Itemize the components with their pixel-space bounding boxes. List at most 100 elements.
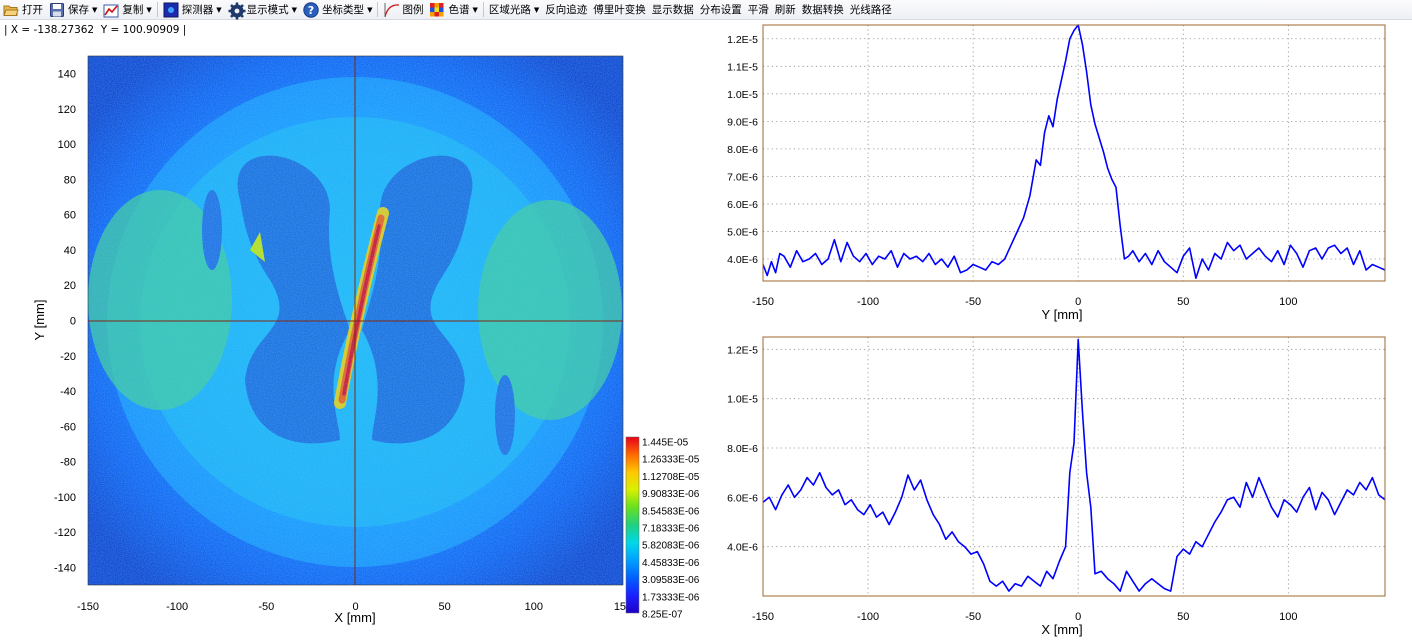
map-x-tick-label: -150	[77, 601, 99, 613]
svg-text:?: ?	[308, 4, 314, 17]
convert-data-button[interactable]: 数据转换	[799, 0, 847, 19]
map-x-tick-label: -50	[258, 601, 274, 613]
toolbar-divider	[377, 2, 379, 17]
y-tick-label: 5.0E-6	[727, 226, 758, 238]
display-mode-label: 显示模式	[246, 4, 289, 16]
colorbar-label: 8.25E-07	[642, 610, 683, 621]
fourier-label: 傅里叶变换	[593, 4, 646, 16]
x-tick-label: 0	[1075, 296, 1081, 308]
x-tick-label: -150	[752, 611, 774, 623]
map-x-tick-label: 50	[439, 601, 451, 613]
copy-label: 复制	[122, 4, 144, 16]
colormap-button[interactable]: 色谱 ▼	[426, 0, 480, 19]
smooth-label: 平滑	[747, 4, 769, 16]
legend-curve-icon	[383, 2, 400, 18]
map-y-tick-label: -20	[60, 351, 76, 363]
map-y-tick-label: -80	[60, 457, 76, 469]
show-data-label: 显示数据	[651, 4, 694, 16]
colormap-icon	[429, 2, 445, 18]
map-y-tick-label: 20	[64, 280, 76, 292]
detector-button[interactable]: 探测器 ▼	[160, 0, 225, 19]
map-y-tick-label: -40	[60, 386, 76, 398]
legend-label: 图例	[402, 4, 424, 16]
y-tick-label: 1.2E-5	[727, 34, 758, 46]
colorbar-label: 1.12708E-05	[642, 472, 700, 483]
x-axis-label: X [mm]	[1041, 622, 1082, 637]
display-mode-button[interactable]: 显示模式 ▼	[225, 0, 300, 19]
x-tick-label: 0	[1075, 611, 1081, 623]
distribution-settings-button[interactable]: 分布设置	[697, 0, 745, 19]
y-tick-label: 1.1E-5	[727, 61, 758, 73]
save-label: 保存	[68, 4, 89, 16]
x-tick-label: 100	[1279, 611, 1297, 623]
folder-open-icon	[3, 2, 19, 18]
colorbar-label: 8.54583E-06	[642, 506, 700, 517]
x-tick-label: -100	[857, 611, 879, 623]
map-y-tick-label: 140	[58, 69, 76, 81]
y-tick-label: 1.0E-5	[727, 89, 758, 101]
chevron-down-icon: ▼	[291, 5, 298, 14]
x-profile-chart[interactable]: -150 -100 -50 0 50 100 1.2E-5 1.0E-5 8.0E-6 6.0E-…	[727, 336, 1386, 637]
map-y-tick-label: 120	[58, 104, 76, 116]
x-tick-label: 50	[1177, 611, 1189, 623]
profile-series-line	[762, 338, 1386, 592]
y-tick-label: 7.0E-6	[727, 171, 758, 183]
x-tick-label: -100	[857, 296, 879, 308]
colorbar-label: 4.45833E-06	[642, 558, 700, 569]
x-axis-label: Y [mm]	[1042, 307, 1083, 322]
y-tick-label: 8.0E-6	[727, 443, 758, 455]
y-tick-label: 1.2E-5	[727, 344, 758, 356]
coord-type-label: 坐标类型	[322, 4, 365, 16]
open-label: 打开	[22, 4, 43, 16]
colorbar-label: 5.82083E-06	[642, 541, 700, 552]
region-path-button[interactable]: 区域光路 ▼	[486, 0, 542, 19]
x-tick-label: -50	[965, 296, 981, 308]
reverse-trace-label: 反向追迹	[545, 4, 588, 16]
plot-frame	[762, 24, 1386, 282]
ray-path-button[interactable]: 光线路径	[847, 0, 895, 19]
copy-chart-icon	[103, 2, 119, 18]
plot-frame	[762, 336, 1386, 597]
map-y-tick-label: -60	[60, 421, 76, 433]
y-tick-label: 1.0E-5	[727, 394, 758, 406]
map-y-tick-label: 80	[64, 174, 76, 186]
irradiance-map[interactable]: -150 -100 -50 0 50 100 150 140120100806040200-…	[0, 0, 710, 643]
x-tick-label: 100	[1279, 296, 1297, 308]
copy-button[interactable]: 复制 ▼	[100, 0, 154, 19]
x-tick-label: -50	[965, 611, 981, 623]
colorbar	[625, 436, 640, 614]
refresh-button[interactable]: 刷新	[772, 0, 799, 19]
colorbar-labels: 1.445E-05 1.26333E-05 1.12708E-05 9.90833E-…	[642, 438, 700, 621]
colorbar-label: 3.09583E-06	[642, 575, 700, 586]
convert-label: 数据转换	[801, 4, 844, 16]
y-tick-label: 9.0E-6	[727, 116, 758, 128]
legend-button[interactable]: 图例	[380, 0, 426, 19]
x-tick-label: -150	[752, 296, 774, 308]
ray-path-label: 光线路径	[849, 4, 892, 16]
chevron-down-icon: ▼	[92, 5, 98, 14]
map-x-tick-label: 100	[525, 601, 543, 613]
colormap-label: 色谱	[448, 4, 470, 16]
save-button[interactable]: 保存 ▼	[46, 0, 100, 19]
detector-label: 探测器	[181, 4, 214, 16]
coord-type-button[interactable]: ? 坐标类型 ▼	[300, 0, 375, 19]
toolbar-divider	[156, 2, 158, 17]
cursor-coordinate-readout: | X = -138.27362 Y = 100.90909 |	[4, 24, 187, 36]
chevron-down-icon: ▼	[472, 5, 478, 14]
open-button[interactable]: 打开	[0, 0, 46, 19]
y-profile-chart[interactable]: -150 -100 -50 0 50 100 1.2E-5 1.1E-5 1.0E-5 9.0E-…	[727, 24, 1386, 322]
gear-icon	[228, 2, 246, 19]
colorbar-label: 7.18333E-06	[642, 524, 700, 535]
colorbar-label: 1.73333E-06	[642, 592, 700, 603]
y-tick-label: 6.0E-6	[727, 199, 758, 211]
map-x-axis-label: X [mm]	[334, 610, 375, 625]
colorbar-label: 1.26333E-05	[642, 455, 700, 466]
map-y-tick-label: 40	[64, 245, 76, 257]
fourier-button[interactable]: 傅里叶变换	[590, 0, 649, 19]
reverse-trace-button[interactable]: 反向追迹	[542, 0, 590, 19]
colorbar-label: 9.90833E-06	[642, 489, 700, 500]
show-data-button[interactable]: 显示数据	[649, 0, 697, 19]
smooth-button[interactable]: 平滑	[745, 0, 772, 19]
y-tick-label: 4.0E-6	[727, 254, 758, 266]
chevron-down-icon: ▼	[216, 5, 222, 14]
